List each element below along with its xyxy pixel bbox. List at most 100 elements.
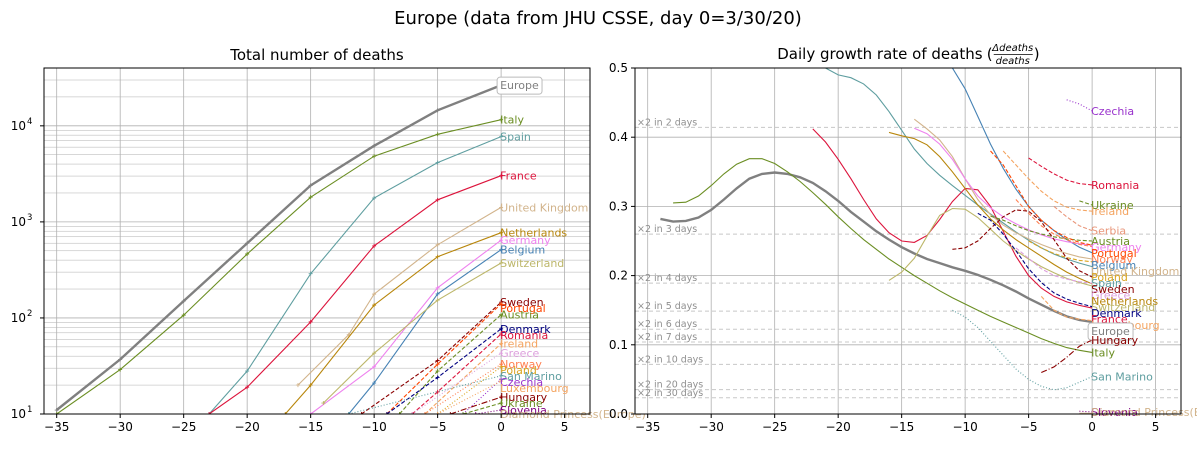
left-y-tick-label: 10 bbox=[11, 407, 26, 421]
left-x-tick-label: 0 bbox=[497, 420, 505, 434]
left-series-label-united-kingdom: United Kingdom bbox=[500, 201, 588, 214]
left-series-line-europe bbox=[55, 84, 502, 411]
right-series-line-france bbox=[812, 128, 1093, 309]
left-series-label-luxembourg: Luxembourg bbox=[500, 382, 569, 395]
left-series-point-italy bbox=[245, 252, 250, 257]
left-series-point-france bbox=[308, 319, 313, 324]
left-series-point-ukraine bbox=[461, 412, 466, 414]
right-series-line-serbia bbox=[1053, 205, 1093, 232]
left-series-point-germany bbox=[435, 285, 440, 290]
left-series-point-italy bbox=[435, 132, 440, 137]
left-series-point-france bbox=[372, 243, 377, 248]
right-series-label-spain: Spain bbox=[1091, 277, 1122, 290]
right-x-tick-label: 5 bbox=[1152, 420, 1160, 434]
left-series-lines bbox=[54, 83, 504, 414]
left-series-point-poland bbox=[499, 364, 504, 369]
right-series-label-netherlands: Netherlands bbox=[1091, 295, 1158, 308]
left-chart-title: Total number of deaths bbox=[229, 46, 404, 64]
left-series-label-germany: Germany bbox=[500, 234, 551, 247]
right-series-label-belgium: Belgium bbox=[1091, 259, 1136, 272]
left-series-point-netherlands bbox=[283, 412, 288, 414]
right-series-line-ireland bbox=[1002, 150, 1093, 212]
left-series-point-denmark bbox=[435, 375, 440, 380]
total-deaths-chart: Total number of deaths Europe Italy Spain F… bbox=[11, 46, 646, 434]
left-series-label-netherlands: Netherlands bbox=[500, 227, 567, 240]
left-series-point-italy bbox=[54, 412, 59, 414]
right-series-label-germany: Germany bbox=[1091, 241, 1142, 254]
left-series-point-italy bbox=[308, 195, 313, 200]
left-series-point-united-kingdom bbox=[499, 205, 504, 210]
right-x-tick-label: −30 bbox=[699, 420, 724, 434]
right-series-line-netherlands bbox=[888, 131, 1093, 285]
left-series-label-hungary: Hungary bbox=[500, 391, 547, 404]
left-series-point-portugal bbox=[499, 301, 504, 306]
left-series-point-san-marino bbox=[346, 412, 351, 414]
left-series-line-poland bbox=[437, 366, 502, 414]
left-series-point-hungary bbox=[499, 395, 504, 400]
left-series-point-sweden bbox=[359, 412, 364, 414]
left-series-label-austria: Austria bbox=[500, 309, 539, 322]
left-series-point-austria bbox=[435, 369, 440, 374]
left-x-tick-label: −25 bbox=[171, 420, 196, 434]
left-series-point-spain bbox=[499, 134, 504, 139]
left-series-point-netherlands bbox=[499, 230, 504, 235]
left-series-point-italy bbox=[118, 367, 123, 372]
right-series-label-ukraine: Ukraine bbox=[1091, 199, 1134, 212]
left-series-point-greece bbox=[410, 412, 415, 414]
left-series-point-spain bbox=[245, 369, 250, 374]
left-series-point-diamond-princess-europe bbox=[486, 412, 491, 414]
right-series-label-serbia: Serbia bbox=[1091, 225, 1126, 238]
doubling-line-label: ×2 in 7 days bbox=[637, 332, 697, 343]
left-series-point-switzerland bbox=[499, 261, 504, 266]
left-series-point-netherlands bbox=[372, 303, 377, 308]
right-series-line-europe bbox=[660, 171, 1093, 324]
left-series-line-italy bbox=[56, 119, 502, 414]
left-y-tick-exponent: 1 bbox=[27, 405, 32, 415]
left-x-tick-label: −5 bbox=[429, 420, 447, 434]
left-series-point-netherlands bbox=[435, 254, 440, 259]
left-series-point-belgium bbox=[372, 381, 377, 386]
left-series-line-norway bbox=[424, 363, 502, 414]
left-series-point-switzerland bbox=[372, 351, 377, 356]
left-series-point-united-kingdom bbox=[295, 383, 300, 388]
right-x-tick-label: −25 bbox=[762, 420, 787, 434]
left-series-point-austria bbox=[499, 312, 504, 317]
left-label-box-europe bbox=[496, 76, 543, 95]
left-series-point-netherlands bbox=[308, 383, 313, 388]
left-series-label-san-marino: San Marino bbox=[500, 370, 562, 383]
right-series-line-sweden bbox=[952, 209, 1093, 278]
left-series-point-spain bbox=[372, 196, 377, 201]
left-series-point-slovenia bbox=[499, 408, 504, 413]
left-series-point-austria bbox=[397, 412, 402, 414]
right-axes: −35 −30 −25 −20 −15 −10 −5 0 5 0.0 0.1 0.2 0.3 0.4 0.5 bbox=[609, 61, 1182, 434]
left-series-label-greece: Greece bbox=[500, 347, 539, 360]
left-series-line-ukraine bbox=[462, 402, 502, 414]
left-series-point-france bbox=[245, 385, 250, 390]
left-y-tick-exponent: 4 bbox=[27, 117, 32, 127]
svg-text:(: ( bbox=[987, 45, 993, 63]
right-series-lines bbox=[660, 68, 1093, 414]
left-series-point-france bbox=[499, 173, 504, 178]
left-series-point-germany bbox=[499, 238, 504, 243]
left-x-tick-label: 5 bbox=[561, 420, 569, 434]
left-series-point-greece bbox=[499, 351, 504, 356]
left-series-point-europe bbox=[372, 143, 377, 148]
doubling-line-label: ×2 in 20 days bbox=[637, 380, 703, 391]
left-series-point-europe bbox=[54, 408, 59, 413]
right-series-label-romania: Romania bbox=[1091, 179, 1139, 192]
right-title-fraction-denominator: deaths bbox=[996, 56, 1030, 67]
right-series-label-portugal: Portugal bbox=[1091, 247, 1137, 260]
left-series-point-belgium bbox=[435, 291, 440, 296]
right-y-tick-label: 0.3 bbox=[609, 199, 628, 213]
right-series-label-poland: Poland bbox=[1091, 271, 1128, 284]
left-series-label-spain: Spain bbox=[500, 131, 531, 144]
left-series-label-switzerland: Switzerland bbox=[500, 257, 564, 270]
right-series-line-united-kingdom bbox=[913, 118, 1093, 260]
left-series-point-europe bbox=[181, 299, 186, 304]
left-series-point-luxembourg bbox=[499, 379, 504, 384]
right-series-line-norway bbox=[1015, 199, 1093, 248]
doubling-line-label: ×2 in 30 days bbox=[637, 388, 703, 399]
left-series-point-switzerland bbox=[435, 298, 440, 303]
